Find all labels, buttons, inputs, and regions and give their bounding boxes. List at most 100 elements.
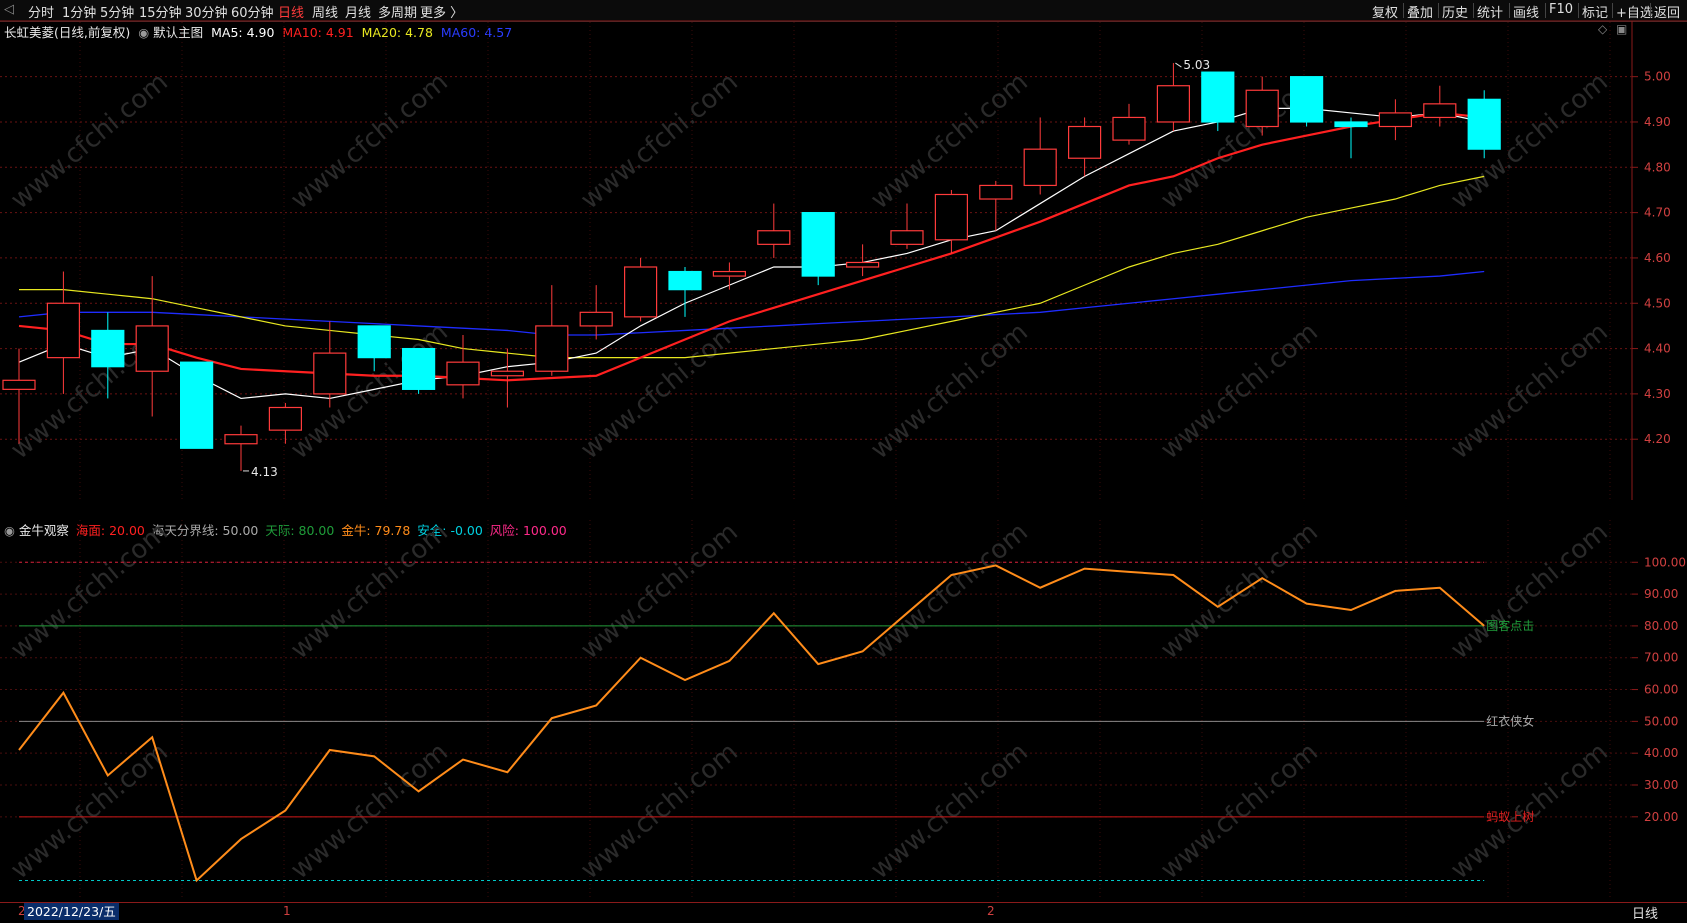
candle-up xyxy=(934,193,969,241)
indicator-tick-label: 30.00 xyxy=(1644,778,1678,792)
main-info-line: 长虹美菱(日线,前复权) ◉ 默认主图 MA5: 4.90 MA10: 4.91… xyxy=(4,22,512,41)
candle-down xyxy=(1334,121,1368,128)
panel-window-icon[interactable]: ▣ xyxy=(1616,22,1628,36)
line80-label: 图客点击 xyxy=(1486,618,1534,633)
candle-down xyxy=(1289,76,1324,123)
ma5-line xyxy=(18,107,1485,400)
price-tick-label: 4.90 xyxy=(1644,115,1671,129)
toolbar-button[interactable]: 历史 xyxy=(1442,6,1469,21)
timeframe-tab[interactable]: 1分钟 xyxy=(62,6,97,21)
candle-up xyxy=(313,352,347,395)
template-dropdown-icon[interactable]: ◉ xyxy=(138,25,150,40)
indicator-tick-label: 50.00 xyxy=(1644,714,1678,728)
haimian-value: 海面: 20.00 xyxy=(75,523,145,538)
toolbar-button[interactable]: 画线 xyxy=(1513,6,1540,21)
watermark-text: www.cfchi.com xyxy=(1155,317,1324,465)
daily-button[interactable]: 日线 xyxy=(1632,907,1659,922)
timeframe-tab[interactable]: 30分钟 xyxy=(185,6,228,21)
indicator-collapse-icon[interactable]: ◉ xyxy=(4,523,15,538)
toolbar-separator xyxy=(1650,3,1651,18)
toolbar-button[interactable]: F10 xyxy=(1549,2,1574,17)
timeframe-tab[interactable]: 5分钟 xyxy=(100,6,135,21)
tab-timeframe[interactable]: ◁ xyxy=(4,2,14,17)
template-name[interactable]: 默认主图 xyxy=(153,25,204,40)
indicator-tick-label: 70.00 xyxy=(1644,651,1678,665)
jinniu-line xyxy=(18,564,1485,883)
candle-up xyxy=(135,325,169,372)
watermark-text: www.cfchi.com xyxy=(865,317,1034,465)
indicator-tick-label: 90.00 xyxy=(1644,587,1678,601)
toolbar-separator xyxy=(1578,3,1579,18)
toolbar-separator xyxy=(1473,3,1474,18)
watermark-text: www.cfchi.com xyxy=(575,520,744,665)
watermark-text: www.cfchi.com xyxy=(575,737,744,885)
timeframe-tab[interactable]: 多周期 xyxy=(378,6,418,21)
candle-down xyxy=(402,347,436,390)
price-tick-label: 4.30 xyxy=(1644,387,1671,401)
timeframe-tab[interactable]: 月线 xyxy=(345,6,372,21)
haitian-value: 海天分界线: 50.00 xyxy=(151,523,259,538)
date-axis-bar: 2 1 2 xyxy=(0,902,1687,923)
candle-down xyxy=(801,212,835,277)
candle-up xyxy=(224,434,258,445)
anquan-value: 安全: -0.00 xyxy=(417,523,483,538)
toolbar-separator xyxy=(1545,3,1546,18)
watermarks: www.cfchi.com www.cfchi.com www.cfchi.com w… xyxy=(5,520,1614,885)
timeframe-tab[interactable]: 15分钟 xyxy=(139,6,182,21)
price-tick-label: 4.50 xyxy=(1644,296,1671,310)
toolbar-button[interactable]: 叠加 xyxy=(1407,6,1434,21)
indicator-chart: www.cfchi.com www.cfchi.com www.cfchi.com w… xyxy=(0,520,1686,900)
candle-up xyxy=(490,370,524,377)
line20-label: 蚂蚁上树 xyxy=(1486,809,1534,824)
price-tick-label: 5.00 xyxy=(1644,70,1671,84)
price-annotations: 5.034.13预 xyxy=(243,58,1210,479)
ma20-line xyxy=(19,175,1485,359)
candle-up xyxy=(1245,89,1279,128)
candle-up xyxy=(446,361,480,386)
toolbar-button[interactable]: 标记 xyxy=(1582,6,1609,21)
ma20-value: MA20: 4.78 xyxy=(361,25,433,40)
toolbar-button[interactable]: 统计 xyxy=(1477,6,1504,21)
indicator-axis: 100.00 90.00 80.00 70.00 60.00 50.00 40.00 30.0… xyxy=(1632,555,1686,824)
high-marker-arrow xyxy=(1175,62,1182,68)
ma60-value: MA60: 4.57 xyxy=(440,25,513,40)
candle-up xyxy=(535,325,569,372)
timeframe-tab[interactable]: 日线 xyxy=(278,6,305,21)
date-marker-left: 2 xyxy=(18,904,26,918)
ma10-line xyxy=(18,111,1485,382)
candles xyxy=(2,63,1501,471)
candle-up xyxy=(890,230,924,245)
ma60-line xyxy=(18,270,1485,336)
timeframe-tab[interactable]: 更多 〉 xyxy=(420,6,464,21)
timeframe-tab[interactable]: 周线 xyxy=(312,6,339,21)
jinniu-value: 金牛: 79.78 xyxy=(341,523,411,538)
indicator-name[interactable]: 金牛观察 xyxy=(18,523,69,538)
toolbar-button[interactable]: 返回 xyxy=(1654,6,1681,21)
indicator-tick-label: 60.00 xyxy=(1644,683,1678,697)
watermark-text: www.cfchi.com xyxy=(1155,737,1324,885)
candle-down xyxy=(668,270,702,291)
toolbar-button[interactable]: +自选 xyxy=(1616,6,1653,21)
stock-title: 长虹美菱(日线,前复权) xyxy=(4,25,131,40)
watermark-text: www.cfchi.com xyxy=(865,737,1034,885)
candle-up xyxy=(1023,148,1057,187)
timeframe-tab[interactable]: 分时 xyxy=(28,6,55,21)
toolbar-separator xyxy=(1509,3,1510,18)
watermark-text: www.cfchi.com xyxy=(1445,317,1614,465)
ma-lines xyxy=(18,107,1485,400)
price-tick-label: 4.40 xyxy=(1644,342,1671,356)
candle-down xyxy=(357,325,391,359)
panel-toggle-icon[interactable]: ◇ xyxy=(1598,22,1608,36)
price-chart: www.cfchi.com www.cfchi.com www.cfchi.com w… xyxy=(0,20,1687,500)
toolbar-button[interactable]: 复权 xyxy=(1372,6,1399,21)
watermark-text: www.cfchi.com xyxy=(285,737,454,885)
watermark-text: www.cfchi.com xyxy=(575,67,744,215)
candle-up xyxy=(979,184,1013,200)
timeframe-tab[interactable]: 60分钟 xyxy=(231,6,274,21)
watermark-text: www.cfchi.com xyxy=(1445,520,1614,665)
toolbar-separator xyxy=(1438,3,1439,18)
candle-up xyxy=(46,302,81,359)
fengxian-value: 风险: 100.00 xyxy=(489,523,567,538)
indicator-tick-label: 100.00 xyxy=(1644,555,1686,569)
date-marker-1: 1 xyxy=(283,904,291,918)
